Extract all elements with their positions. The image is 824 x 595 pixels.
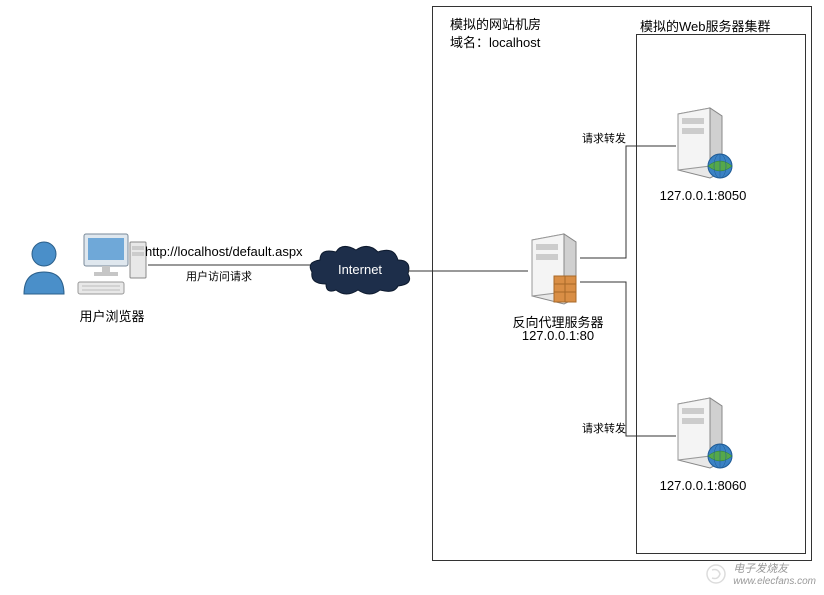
forward-label-2: 请求转发 [582,420,626,436]
desktop-label: 用户浏览器 [62,306,162,325]
data-center-domain: 域名：localhost [450,32,540,51]
user-icon [18,238,70,298]
edge-pc-internet [148,264,312,266]
cluster-title: 模拟的Web服务器集群 [640,16,771,35]
internet-text: Internet [338,262,382,277]
watermark-url: www.elecfans.com [733,576,816,587]
watermark: 电子发烧友 www.elecfans.com [705,560,816,587]
web2-label: 127.0.0.1:8060 [648,478,758,493]
request-label: 用户访问请求 [186,268,252,284]
proxy-server-icon [524,232,584,308]
url-label: http://localhost/default.aspx [145,244,303,259]
web1-label: 127.0.0.1:8050 [648,188,758,203]
watermark-icon [705,563,727,585]
forward-label-1: 请求转发 [582,130,626,146]
desktop-icon [72,232,150,302]
proxy-label-2: 127.0.0.1:80 [498,328,618,343]
watermark-site: 电子发烧友 [733,560,816,576]
web-server-1-icon [670,106,734,184]
data-center-title: 模拟的网站机房 [450,14,541,33]
diagram-canvas: 模拟的网站机房 域名：localhost 模拟的Web服务器集群 用户浏览器 [0,0,824,595]
web-server-2-icon [670,396,734,474]
internet-cloud-icon: Internet [306,244,414,298]
